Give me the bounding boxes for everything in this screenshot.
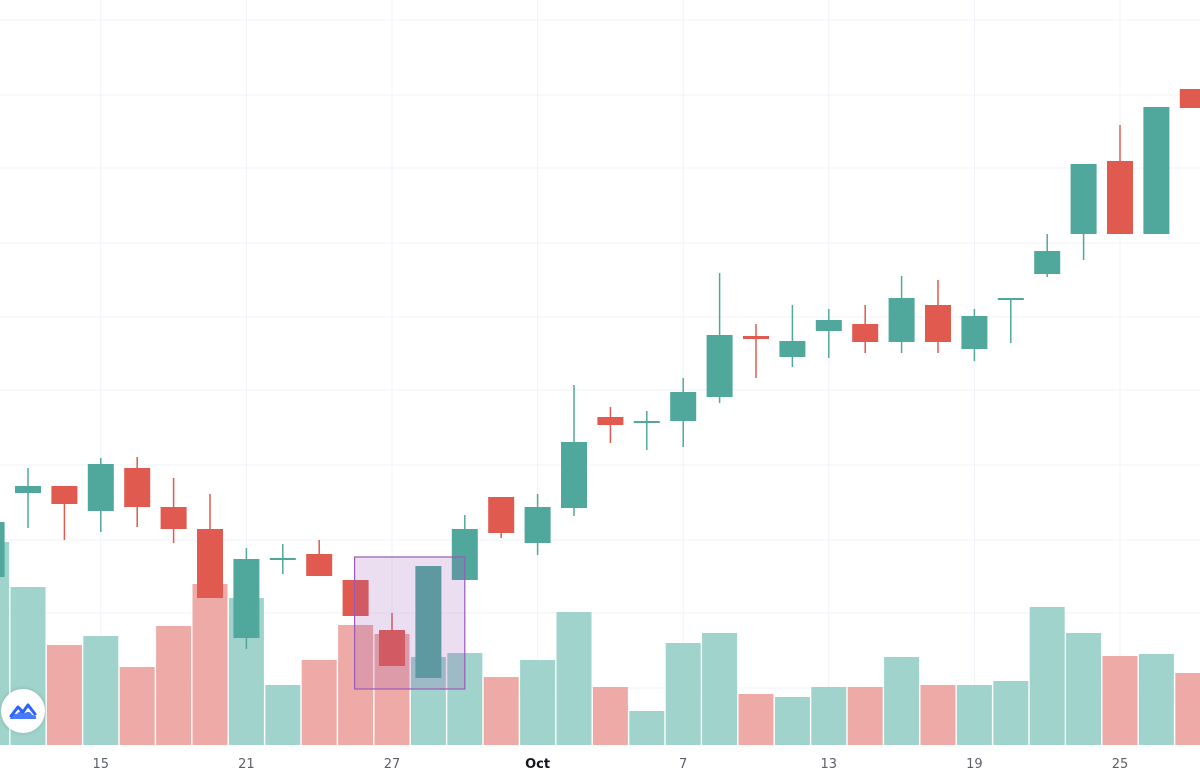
volume-bar <box>811 687 847 745</box>
candle-body <box>524 507 551 543</box>
volume-bar <box>702 633 738 745</box>
candle-body <box>1179 89 1200 108</box>
candle-body <box>561 442 587 508</box>
candle-body <box>87 464 114 511</box>
grid <box>0 0 1200 745</box>
x-tick-label: 7 <box>679 757 687 772</box>
volume-bar <box>556 612 592 745</box>
x-tick-label: 13 <box>821 757 838 772</box>
candle-body <box>160 507 187 529</box>
candle-body <box>15 486 41 493</box>
volume-bar <box>1175 673 1200 745</box>
volume-bar <box>774 697 810 745</box>
candle-body <box>415 566 442 678</box>
x-axis: 15 21 27 Oct 7 13 19 25 <box>93 757 1129 772</box>
volume-bar <box>0 542 10 745</box>
candle-body <box>1070 164 1097 234</box>
candle-body <box>379 630 405 666</box>
volume-bar <box>1066 633 1102 745</box>
candle-body <box>51 486 78 504</box>
volume-bar <box>83 636 119 745</box>
volume-bar <box>46 645 82 745</box>
candle-body <box>342 580 369 616</box>
cloud-chart-icon <box>9 703 37 719</box>
x-tick-label: 19 <box>966 757 983 772</box>
volume-bar <box>301 660 337 745</box>
volume-bar <box>592 687 628 745</box>
volume-bar <box>1102 656 1138 745</box>
candle-body <box>633 421 660 423</box>
volume-bar <box>119 667 155 745</box>
candle-body <box>488 497 515 533</box>
x-tick-label: 15 <box>93 757 110 772</box>
candle-body <box>997 298 1024 300</box>
volume-bar <box>738 694 774 745</box>
x-tick-label: 27 <box>384 757 401 772</box>
volume-bar <box>483 677 519 745</box>
tradingview-logo-button[interactable] <box>1 689 45 733</box>
candle-body <box>961 316 988 349</box>
candle-body <box>306 554 333 576</box>
candle-body <box>706 335 733 397</box>
volume-bar <box>665 643 701 745</box>
volume-bar <box>920 685 956 745</box>
candle-body <box>1107 161 1133 234</box>
volume-bar <box>338 625 374 745</box>
candle-body <box>124 468 151 507</box>
volume-bar <box>884 657 920 745</box>
x-tick-label: 21 <box>238 757 255 772</box>
volume-bar <box>156 626 192 745</box>
volume-bar <box>265 685 301 745</box>
candle-body <box>888 298 915 342</box>
candle-body <box>597 417 624 425</box>
candle-body <box>1034 251 1061 274</box>
candle-body <box>197 529 223 598</box>
candle-body <box>779 341 806 357</box>
candle-body <box>1143 107 1170 234</box>
candle-body <box>852 324 879 342</box>
volume-bar <box>956 685 992 745</box>
volume-bar <box>1138 654 1174 745</box>
volume-bar <box>993 681 1029 745</box>
candle-body <box>670 392 697 421</box>
volume-bar <box>192 584 228 745</box>
candles <box>0 89 1200 678</box>
selection-rectangle[interactable] <box>354 556 466 690</box>
candle-body <box>743 336 769 339</box>
volume-bars <box>0 542 1200 745</box>
x-tick-label: Oct <box>525 757 550 772</box>
candle-body <box>815 320 842 331</box>
candle-body <box>233 559 260 638</box>
volume-bar <box>1029 607 1065 745</box>
volume-bar <box>520 660 556 745</box>
candle-body <box>269 558 296 560</box>
volume-bar <box>847 687 883 745</box>
candle-body <box>0 522 5 577</box>
x-tick-label: 25 <box>1112 757 1129 772</box>
volume-bar <box>629 711 665 745</box>
candle-body <box>925 305 951 342</box>
selection-box <box>354 556 466 690</box>
